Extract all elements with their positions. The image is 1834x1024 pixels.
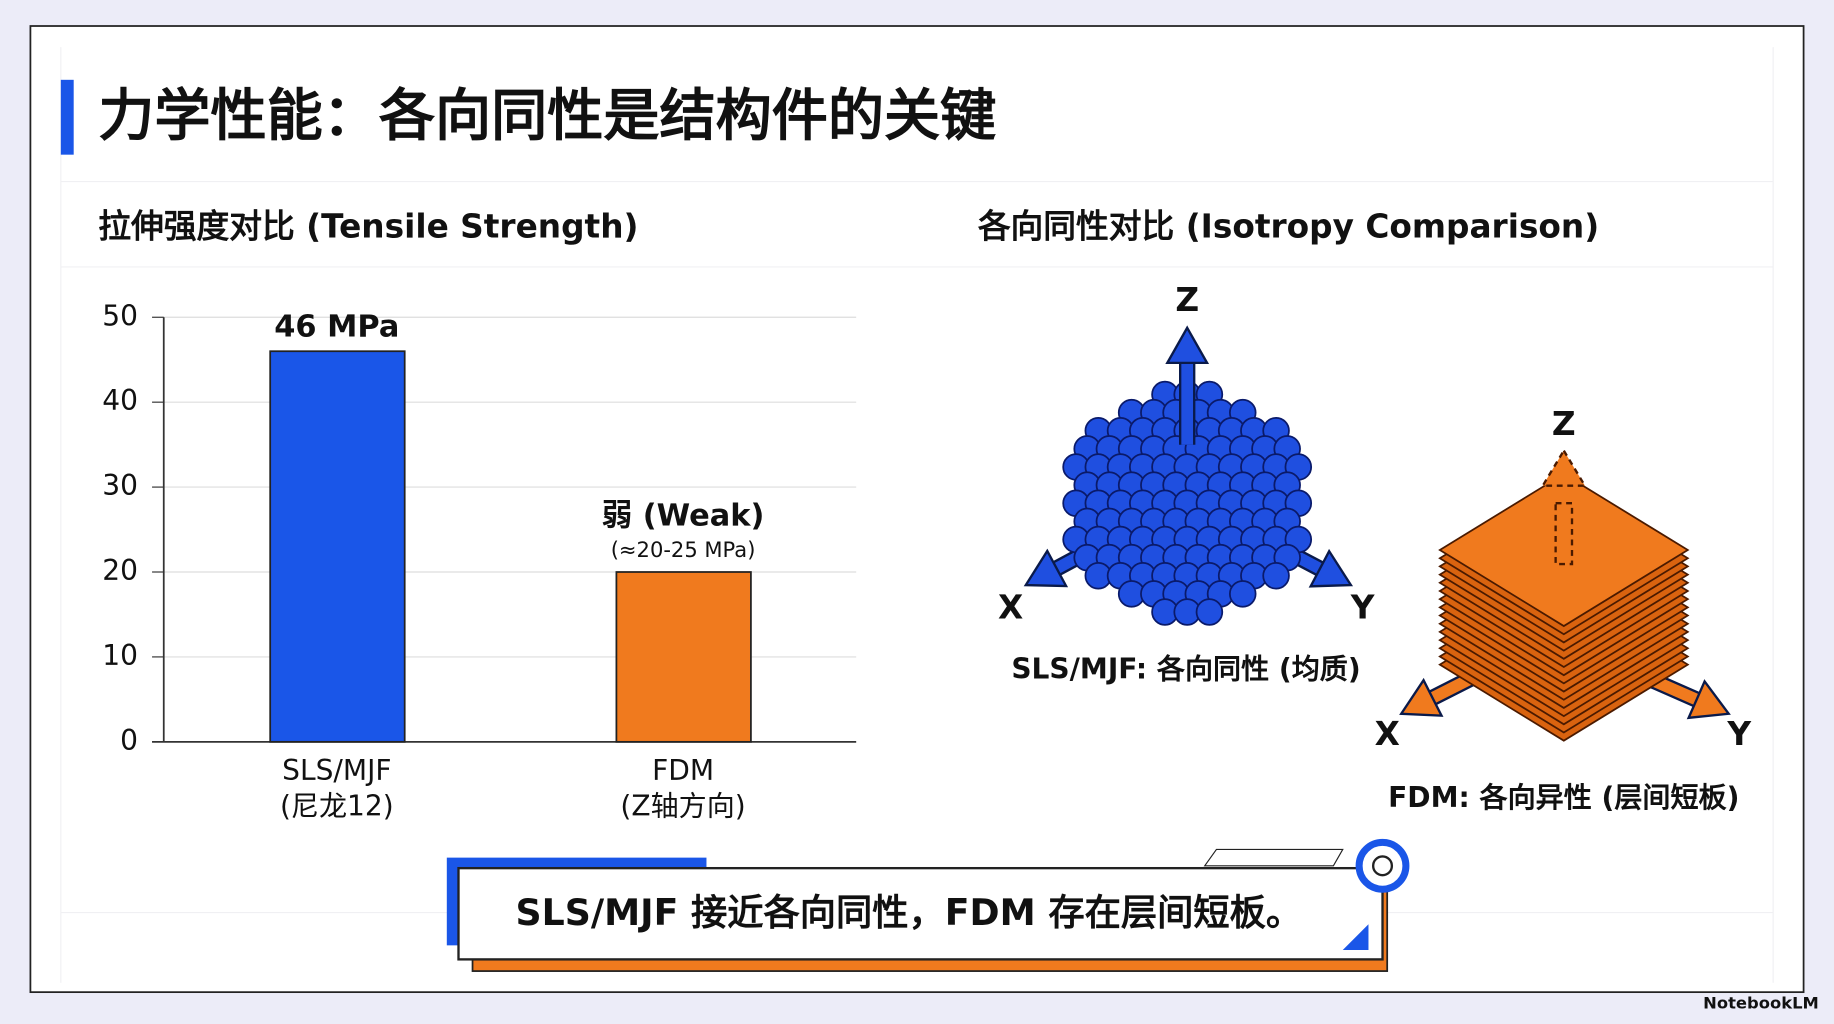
axis-label: Z [1552,405,1576,443]
slide-title: 力学性能：各向同性是结构件的关键 [98,84,996,149]
callout-corner [1342,924,1369,951]
weak-arrow [1540,448,1587,487]
bar-chart: 0 10 20 30 40 50 SLS/MJF(尼龙12) FDM(Z轴方向) 46 MPa 弱… [102,299,857,822]
x-tick-note: (Z轴方向) [620,789,745,822]
y-tick-label: 0 [120,724,138,757]
isotropy-title: 各向同性对比 (Isotropy Comparison) [977,207,1599,245]
x-tick-label: FDM [652,754,714,787]
x-tick-note: (尼龙12) [280,789,394,822]
y-tick-label: 40 [102,384,138,417]
caption: SLS/MJF: 各向同性 (均质) [1011,652,1360,685]
axis-arrow-head [1399,677,1444,717]
axis-label: X [1375,715,1400,753]
value-label: 46 MPa [274,309,399,344]
bar [269,350,406,743]
sphere [1229,580,1257,608]
bar [615,571,752,743]
y-tick-label: 20 [102,554,138,587]
axis-label: Y [1350,589,1376,627]
callout-text: SLS/MJF 接近各向同性，FDM 存在层间短板。 [516,891,1303,934]
axis-arrow-head [1308,548,1354,588]
y-tick-label: 30 [102,469,138,502]
sphere [1262,562,1290,590]
annotation: 弱 (Weak) [602,499,765,534]
caption: FDM: 各向异性 (层间短板) [1388,781,1739,814]
chart-title: 拉伸强度对比 (Tensile Strength) [98,207,638,245]
weak-axis [1554,502,1574,566]
axis-arrow-head [1023,548,1069,588]
x-tick-label: SLS/MJF [282,754,391,787]
y-tick-label: 50 [102,299,138,332]
gear-hub [1371,855,1394,877]
y-tick-label: 10 [102,639,138,672]
axis-label: Z [1175,281,1199,319]
axis-arrow-head [1686,679,1731,720]
sphere [1195,598,1224,626]
footer: NotebookLM [1703,993,1819,1012]
callout-box [457,866,1384,961]
illustrations: Z X Y SLS/MJF: 各向同性 (均质) Z X Y FDM: 各向异性 (层间短板) [998,281,1752,814]
layer [1438,472,1690,628]
callout-tab [1203,848,1344,867]
annotation: (≈20-25 MPa) [611,537,756,562]
title-accent [60,79,74,155]
axis-arrow-head [1165,325,1210,365]
axis-label: X [998,589,1023,627]
axis-label: Y [1726,715,1752,753]
callout: SLS/MJF 接近各向同性，FDM 存在层间短板。 [446,838,1410,972]
